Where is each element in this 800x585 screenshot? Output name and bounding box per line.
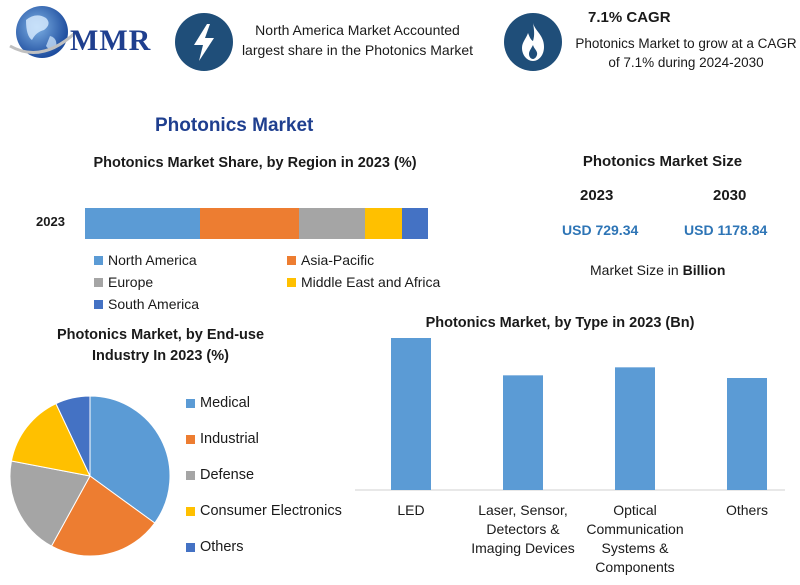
market-size-unit: Market Size in Billion — [590, 262, 726, 278]
type-tick-label-1: Laser, Sensor, Detectors & Imaging Devices — [471, 502, 575, 556]
type-bar-chart: LED Laser, Sensor, Detectors & Imaging Devi… — [355, 330, 785, 585]
market-size-year-2023: 2023 — [580, 187, 614, 204]
market-size-title: Photonics Market Size — [582, 153, 743, 170]
region-segment-south-america — [402, 208, 428, 239]
cagr-text: Photonics Market to grow at a CAGR of 7.… — [575, 36, 797, 70]
type-bar-3 — [727, 378, 767, 490]
region-chart-title: Photonics Market Share, by Region in 202… — [93, 155, 417, 171]
pie-slice-defense — [9, 460, 91, 547]
pie-slice-others — [55, 395, 91, 477]
logo-text: MMR — [70, 24, 152, 57]
legend-consumer-electronics: Consumer Electronics — [186, 493, 342, 529]
globe-icon — [9, 6, 78, 58]
legend-south-america: South America — [94, 296, 199, 312]
legend-others: Others — [186, 529, 342, 565]
legend-middle-east-africa: Middle East and Africa — [287, 274, 440, 290]
region-segment-asia-pacific — [199, 208, 300, 239]
region-segment-europe — [299, 208, 365, 239]
type-bar-0 — [391, 338, 431, 490]
type-tick-label-3: Others — [726, 502, 768, 518]
north-america-info: North America Market Accounted largest s… — [241, 22, 474, 58]
pie-slice-consumer-electronics — [10, 402, 91, 477]
type-tick-label-0: LED — [397, 502, 424, 518]
market-size-value-2023: USD 729.34 — [562, 222, 639, 238]
enduse-chart-title: Photonics Market, by End-use Industry In… — [56, 327, 265, 364]
market-size-value-2030: USD 1178.84 — [684, 222, 768, 238]
pie-slice-industrial — [50, 475, 156, 557]
region-segment-north-america — [85, 208, 200, 239]
pie-slice-medical — [89, 395, 171, 524]
lightning-icon — [194, 24, 214, 61]
legend-industrial: Industrial — [186, 421, 342, 457]
region-bar-category: 2023 — [36, 214, 65, 229]
type-bar-1 — [503, 375, 543, 490]
region-segment-middle-east-and-africa — [364, 208, 403, 239]
legend-medical: Medical — [186, 385, 342, 421]
region-stacked-bar — [85, 208, 428, 239]
enduse-pie-chart — [6, 394, 176, 564]
legend-north-america: North America — [94, 252, 197, 268]
mmr-logo — [6, 2, 156, 66]
legend-defense: Defense — [186, 457, 342, 493]
flame-icon — [522, 23, 544, 61]
type-bar-2 — [615, 367, 655, 490]
cagr-title: 7.1% CAGR — [588, 9, 671, 26]
lightning-badge — [175, 13, 233, 71]
type-chart-title: Photonics Market, by Type in 2023 (Bn) — [425, 315, 695, 331]
page-title: Photonics Market — [155, 115, 314, 136]
market-size-year-2030: 2030 — [713, 187, 747, 204]
legend-asia-pacific: Asia-Pacific — [287, 252, 374, 268]
type-tick-label-2: Optical Communication Systems & Components — [586, 502, 683, 575]
legend-europe: Europe — [94, 274, 153, 290]
enduse-legend: Medical Industrial Defense Consumer Elec… — [186, 385, 342, 565]
flame-badge — [504, 13, 562, 71]
